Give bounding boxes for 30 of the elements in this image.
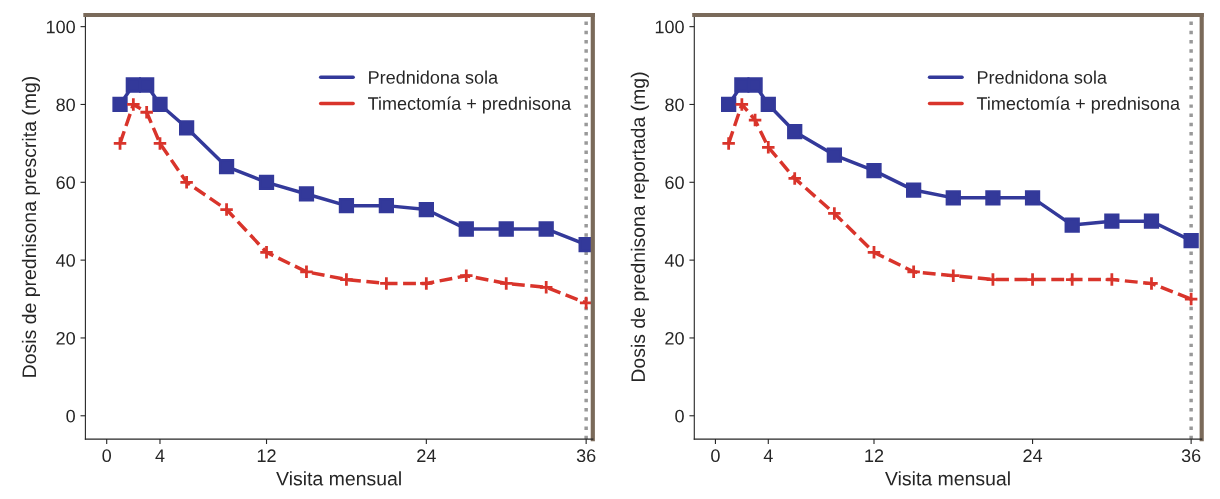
y-axis-title: Dosis de prednisona prescrita (mg) [21, 76, 40, 377]
x-tick-label: 0 [102, 449, 112, 463]
x-tick-label: 12 [865, 449, 884, 462]
y-tick-label: 20 [56, 331, 75, 345]
x-tick-label: 0 [711, 449, 720, 463]
x-tick-label: 36 [576, 449, 596, 463]
x-tick-label: 36 [1181, 449, 1201, 463]
y-tick-label: 80 [665, 98, 684, 112]
x-axis-title: Visita mensual [885, 471, 1010, 486]
y-tick-label: 100 [655, 20, 684, 34]
x-tick-label: 4 [763, 449, 773, 462]
x-tick-label: 4 [155, 449, 165, 462]
legend-label: Prednidona sola [369, 70, 499, 84]
y-tick-label: 80 [56, 98, 75, 112]
y-tick-label: 40 [664, 254, 684, 267]
x-axis-title: Visita mensual [276, 471, 401, 486]
y-tick-label: 20 [665, 331, 684, 345]
y-tick-label: 40 [56, 254, 75, 267]
x-tick-label: 12 [257, 449, 276, 462]
y-tick-label: 0 [675, 409, 684, 423]
legend-label: Prednidona sola [977, 70, 1107, 84]
y-tick-label: 100 [46, 20, 75, 34]
y-tick-label: 0 [66, 409, 75, 423]
x-tick-label: 24 [417, 449, 436, 462]
legend-label: Timectomía + prednisona [368, 96, 572, 114]
y-tick-label: 60 [665, 176, 684, 190]
y-tick-label: 60 [56, 176, 75, 190]
legend-label: Timectomía + prednisona [976, 96, 1181, 114]
x-tick-label: 24 [1023, 449, 1043, 462]
y-axis-title: Dosis de prednisona reportada (mg) [630, 72, 649, 382]
